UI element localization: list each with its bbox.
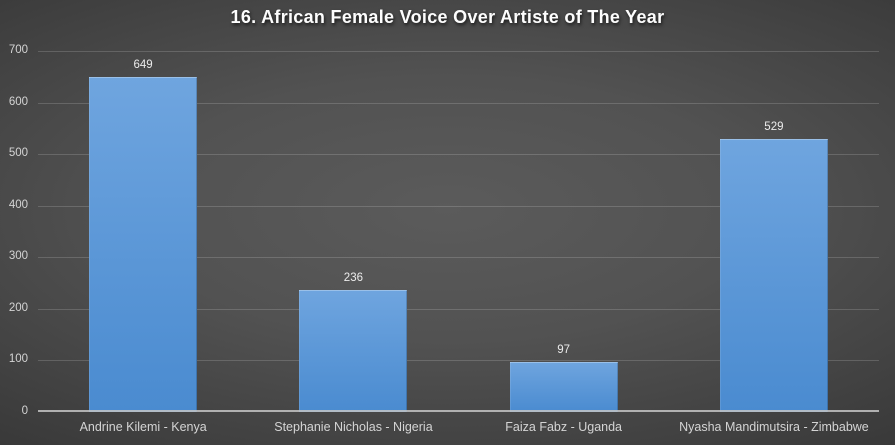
gridline (38, 154, 879, 156)
y-axis-tick-label: 400 (8, 198, 28, 211)
gridline (38, 205, 879, 207)
bar (299, 290, 408, 412)
y-axis-tick-label: 100 (8, 353, 28, 366)
y-axis-tick-label: 700 (8, 44, 28, 56)
bar-value-label: 97 (557, 344, 570, 356)
gridline (38, 308, 879, 310)
gridline (38, 257, 879, 259)
y-axis-tick-label: 600 (8, 95, 28, 108)
bar-value-label: 236 (343, 272, 363, 285)
y-axis-tick-label: 0 (21, 405, 28, 417)
plot-area: 649 236 97 529 (38, 51, 879, 412)
x-axis-labels: Andrine Kilemi - Kenya Stephanie Nicholas… (38, 420, 879, 440)
y-axis-tick-label: 300 (8, 250, 28, 263)
chart-title: 16. African Female Voice Over Artiste of… (230, 7, 665, 27)
gridline (38, 102, 879, 104)
bar (509, 362, 618, 412)
x-axis-category-label: Nyasha Mandimutsira - Zimbabwe (679, 420, 869, 434)
bar (719, 139, 828, 412)
gridline (38, 360, 879, 362)
y-axis-tick-label: 500 (8, 147, 28, 160)
gridline (38, 51, 879, 52)
x-axis-category-label: Stephanie Nicholas - Nigeria (274, 420, 433, 434)
x-axis-line (38, 410, 879, 412)
bar (89, 77, 198, 412)
bar-value-label: 529 (764, 121, 784, 134)
y-axis-tick-label: 200 (8, 301, 28, 314)
x-axis-category-label: Faiza Fabz - Uganda (505, 420, 623, 434)
x-axis-category-label: Andrine Kilemi - Kenya (79, 420, 207, 434)
bar-value-label: 649 (133, 59, 153, 72)
